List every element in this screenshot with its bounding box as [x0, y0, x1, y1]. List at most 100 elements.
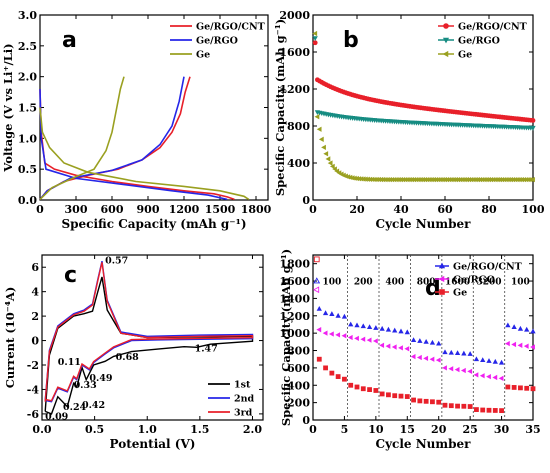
legend-label: Ge/RGO/CNT: [458, 22, 527, 33]
x-tick-label: 300: [65, 203, 88, 216]
x-tick-label: 0: [309, 423, 317, 436]
data-point: [332, 166, 337, 172]
data-point: [360, 386, 366, 392]
charge-curve: [39, 76, 191, 200]
data-point: [460, 367, 466, 374]
legend-label: Ge/RGO: [196, 36, 238, 47]
data-point: [524, 385, 530, 391]
legend-label: 2nd: [234, 394, 255, 405]
data-point: [474, 407, 479, 412]
data-point: [511, 385, 517, 390]
data-point: [379, 391, 385, 397]
panel-label: a: [62, 28, 77, 53]
data-point: [348, 382, 354, 388]
data-point: [530, 177, 535, 183]
data-point: [498, 375, 504, 381]
data-point: [448, 366, 454, 372]
legend-marker: [443, 23, 449, 29]
legend-label: Ge: [196, 50, 210, 61]
y-tick-label: -4: [27, 383, 40, 396]
x-tick-label: 1500: [205, 203, 236, 216]
data-point: [316, 305, 322, 311]
data-point: [348, 321, 354, 327]
plot-frame: [41, 254, 264, 421]
peak-annotation: 0.11: [58, 357, 81, 368]
x-tick-label: 100: [522, 203, 545, 216]
data-point: [312, 286, 320, 294]
panel-label: b: [343, 28, 359, 53]
peak-annotation: 0.24: [63, 402, 87, 413]
data-point: [342, 376, 347, 382]
data-point: [430, 399, 435, 405]
data-point: [498, 359, 505, 365]
y-tick-label: 0: [31, 335, 39, 348]
data-point: [316, 327, 322, 333]
data-point: [461, 350, 467, 356]
data-point: [429, 339, 436, 345]
legend-label: 3rd: [234, 408, 253, 419]
data-point: [492, 408, 498, 413]
x-tick-label: 1.5: [190, 423, 209, 436]
y-tick-label: 2.0: [18, 71, 37, 84]
y-tick-label: 1200: [279, 310, 310, 323]
data-point: [473, 356, 480, 362]
y-tick-label: 0.5: [18, 163, 37, 176]
data-point: [411, 397, 416, 403]
data-point: [416, 354, 422, 361]
data-point: [517, 325, 524, 331]
data-point: [329, 370, 335, 376]
data-point: [436, 340, 442, 346]
data-point: [530, 328, 536, 334]
y-tick-label: 1200: [279, 83, 310, 96]
x-tick-label: 1800: [241, 203, 272, 216]
y-tick-label: -6: [27, 408, 40, 421]
y-tick-label: 1600: [279, 46, 310, 59]
peak-annotation: 0.33: [74, 380, 97, 391]
data-point: [329, 163, 335, 170]
y-tick-label: 1.0: [18, 132, 37, 145]
data-point: [314, 114, 320, 120]
data-point: [486, 373, 491, 380]
data-point: [480, 407, 486, 413]
data-point: [486, 407, 492, 413]
data-point: [404, 346, 410, 352]
data-point: [404, 394, 410, 399]
data-point: [505, 322, 511, 328]
data-point: [417, 338, 423, 343]
x-tick-label: 30: [494, 423, 510, 436]
data-point: [347, 174, 353, 181]
data-point: [327, 160, 333, 166]
y-tick-label: 400: [287, 157, 310, 170]
data-point: [335, 312, 341, 318]
data-point: [499, 408, 504, 414]
data-point: [455, 403, 460, 409]
data-point: [473, 372, 479, 378]
data-point: [354, 322, 360, 328]
data-point: [423, 338, 429, 344]
data-point: [379, 342, 385, 348]
y-tick-label: 0: [302, 194, 310, 207]
data-point: [486, 358, 492, 363]
data-point: [385, 343, 391, 349]
x-tick-label: 900: [137, 203, 160, 216]
data-point: [505, 384, 511, 390]
y-axis-label: Specific Capacity (mAh g⁻¹): [273, 19, 287, 196]
data-point: [323, 151, 329, 157]
y-tick-label: 6: [31, 261, 39, 274]
data-point: [391, 344, 397, 350]
data-point: [511, 341, 517, 348]
data-point: [321, 144, 326, 150]
data-point: [312, 30, 318, 37]
peak-annotation: 0.09: [45, 411, 69, 422]
data-point: [367, 387, 372, 393]
cv-curve: [44, 260, 254, 403]
y-tick-label: 800: [287, 345, 310, 358]
peak-annotation: 0.42: [82, 400, 105, 411]
x-tick-label: 1.0: [138, 423, 157, 436]
data-point: [492, 358, 498, 364]
peak-annotation: 0.49: [89, 373, 113, 384]
discharge-curve: [39, 88, 235, 201]
data-point: [372, 338, 378, 344]
data-point: [467, 351, 473, 356]
